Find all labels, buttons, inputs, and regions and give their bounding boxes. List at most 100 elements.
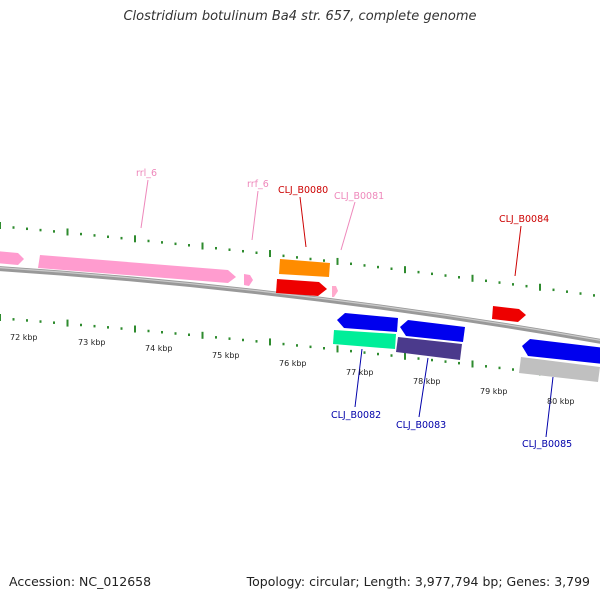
outer-tick-mark <box>336 257 339 265</box>
clj-b0083-arrow[interactable] <box>400 320 465 342</box>
outer-tick-track <box>0 222 595 297</box>
inner-tick-mark <box>201 331 204 339</box>
outer-tick-mark <box>404 266 406 274</box>
inner-tick-mark <box>512 368 514 371</box>
inner-tick-mark <box>498 366 501 370</box>
inner-tick-mark <box>80 323 82 327</box>
clj-b0085-label[interactable]: CLJ_B0085 <box>522 439 572 450</box>
outer-tick-mark <box>12 226 15 229</box>
inner-tick-mark <box>377 352 379 356</box>
inner-tick-mark <box>390 354 393 357</box>
clj-b0084-arrow[interactable] <box>492 306 526 322</box>
outer-tick-mark <box>188 244 190 247</box>
outer-tick-mark <box>471 274 474 282</box>
rrf-6-arrow[interactable] <box>244 274 253 286</box>
clj-b0082-label[interactable]: CLJ_B0082 <box>331 410 381 421</box>
clj-b0081-label[interactable]: CLJ_B0081 <box>334 191 384 202</box>
outer-tick-mark <box>161 241 163 244</box>
inner-tick-mark <box>282 342 285 346</box>
inner-tick-mark <box>458 361 460 365</box>
kbp-label: 74 kbp <box>145 344 173 353</box>
kbp-label: 73 kbp <box>78 338 106 347</box>
inner-tick-mark <box>350 349 352 353</box>
clj-b0085-arrow[interactable] <box>522 339 600 364</box>
kbp-label: 79 kbp <box>480 387 508 396</box>
outer-tick-mark <box>134 235 136 243</box>
rrl-6-leader <box>140 179 149 229</box>
inner-tick-mark <box>66 319 69 327</box>
outer-tick-mark <box>552 288 555 292</box>
clj-b0084-leader <box>514 225 522 277</box>
outer-tick-mark <box>201 242 204 250</box>
outer-tick-mark <box>296 256 298 259</box>
outer-tick-mark <box>255 251 258 254</box>
clj-b0080-label[interactable]: CLJ_B0080 <box>278 185 328 196</box>
outer-tick-mark <box>350 262 352 266</box>
rrl-6-label[interactable]: rrl_6 <box>136 168 157 179</box>
outer-tick-mark <box>458 276 460 279</box>
outer-tick-mark <box>282 254 285 258</box>
outer-tick-mark <box>485 279 487 283</box>
rrf-6-label[interactable]: rrf_6 <box>247 179 269 190</box>
outer-tick-mark <box>377 265 379 269</box>
outer-tick-mark <box>363 264 366 267</box>
genome-backbone-highlight <box>0 267 600 341</box>
inner-tick-mark <box>471 360 474 368</box>
clj-b0080-arrow[interactable] <box>276 279 327 296</box>
clj-b0082-arrow[interactable] <box>337 313 398 332</box>
gene-arrow-pink-left[interactable] <box>0 251 24 265</box>
kbp-label: 75 kbp <box>212 351 240 360</box>
outer-tick-mark <box>417 270 420 274</box>
outer-tick-mark <box>539 283 541 291</box>
outer-tick-mark <box>309 257 312 261</box>
inner-tick-mark <box>269 338 271 346</box>
clj-b0085-grey[interactable] <box>519 357 600 382</box>
inner-tick-mark <box>215 336 217 339</box>
clj-b0080-orange[interactable] <box>279 259 330 277</box>
clj-b0081-arrow[interactable] <box>332 286 338 297</box>
rrf-6-leader <box>251 190 259 241</box>
outer-tick-mark <box>525 284 528 288</box>
inner-tick-mark <box>255 340 258 343</box>
outer-tick-mark <box>0 222 1 229</box>
clj-b0081-leader <box>340 201 356 251</box>
inner-tick-mark <box>228 337 231 340</box>
outer-tick-mark <box>120 236 123 240</box>
outer-tick-mark <box>593 294 595 297</box>
outer-tick-mark <box>107 235 109 239</box>
outer-tick-mark <box>242 249 244 253</box>
clj-b0083-indigo[interactable] <box>396 337 462 360</box>
inner-tick-mark <box>147 329 150 333</box>
inner-tick-mark <box>336 345 339 353</box>
outer-tick-mark <box>80 232 82 236</box>
inner-tick-mark <box>12 318 15 321</box>
outer-tick-mark <box>228 248 231 251</box>
outer-tick-mark <box>26 227 28 231</box>
clj-b0083-label[interactable]: CLJ_B0083 <box>396 420 446 431</box>
clj-b0084-label[interactable]: CLJ_B0084 <box>499 214 549 225</box>
outer-tick-mark <box>269 250 271 258</box>
kbp-label: 77 kbp <box>346 368 374 377</box>
inner-tick-mark <box>120 327 123 330</box>
clj-b0082-teal[interactable] <box>333 330 396 349</box>
accession-text: Accession: NC_012658 <box>9 574 152 589</box>
genome-backbone <box>0 266 600 344</box>
clj-b0080-leader <box>299 196 307 248</box>
outer-tick-mark <box>66 228 69 236</box>
genome-stats-text: Topology: circular; Length: 3,977,794 bp… <box>246 574 590 589</box>
outer-tick-mark <box>147 239 150 243</box>
outer-tick-mark <box>39 228 42 232</box>
kbp-label: 76 kbp <box>279 359 307 368</box>
genome-title: Clostridium botulinum Ba4 str. 657, comp… <box>123 9 477 24</box>
inner-tick-mark <box>53 321 55 324</box>
inner-tick-mark <box>134 325 136 333</box>
rrl-6-arrow[interactable] <box>38 255 236 283</box>
inner-tick-mark <box>174 332 177 335</box>
inner-tick-mark <box>161 330 163 334</box>
outer-tick-mark <box>431 272 433 276</box>
outer-tick-mark <box>512 283 514 286</box>
clj-b0082-leader <box>354 348 363 408</box>
clj-b0083-leader <box>418 357 429 418</box>
outer-tick-mark <box>566 290 568 293</box>
inner-tick-mark <box>309 345 312 349</box>
